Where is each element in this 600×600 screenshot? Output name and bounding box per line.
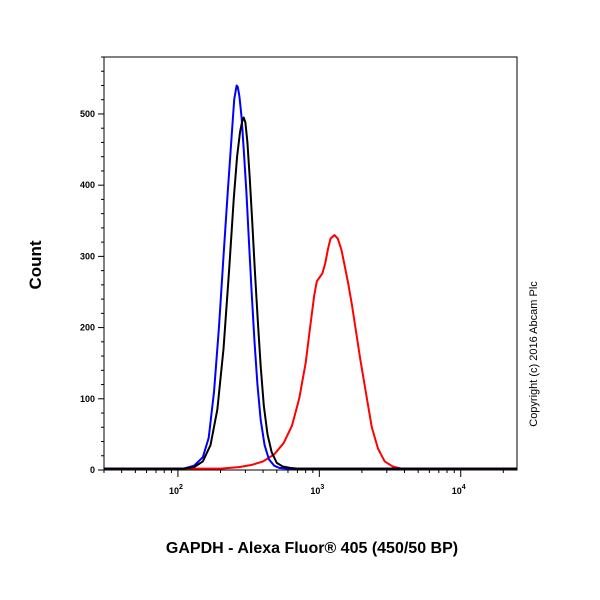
y-tick-label: 500 — [80, 109, 95, 119]
x-axis-ticks: 102 103 104 — [103, 470, 504, 496]
copyright-notice: Copyright (c) 2016 Abcam Plc — [528, 281, 540, 427]
y-tick-label: 0 — [90, 465, 95, 475]
x-axis-title: GAPDH - Alexa Fluor® 405 (450/50 BP) — [166, 540, 458, 557]
y-tick-label: 400 — [80, 180, 95, 190]
x-tick-label: 102 — [169, 484, 183, 496]
x-tick-label: 104 — [452, 484, 466, 496]
x-tick-label: 103 — [310, 484, 324, 496]
y-axis-title: Count — [26, 240, 45, 289]
series-line-3 — [104, 116, 517, 470]
y-tick-label: 200 — [80, 323, 95, 333]
series-line-1 — [104, 234, 517, 470]
y-axis-ticks: 0 100 200 300 400 500 — [80, 56, 104, 475]
plot-frame — [103, 56, 518, 471]
series-line-2 — [104, 84, 517, 470]
y-tick-label: 300 — [80, 251, 95, 261]
y-tick-label: 100 — [80, 394, 95, 404]
series-group — [104, 84, 517, 470]
plot-border — [103, 56, 518, 471]
